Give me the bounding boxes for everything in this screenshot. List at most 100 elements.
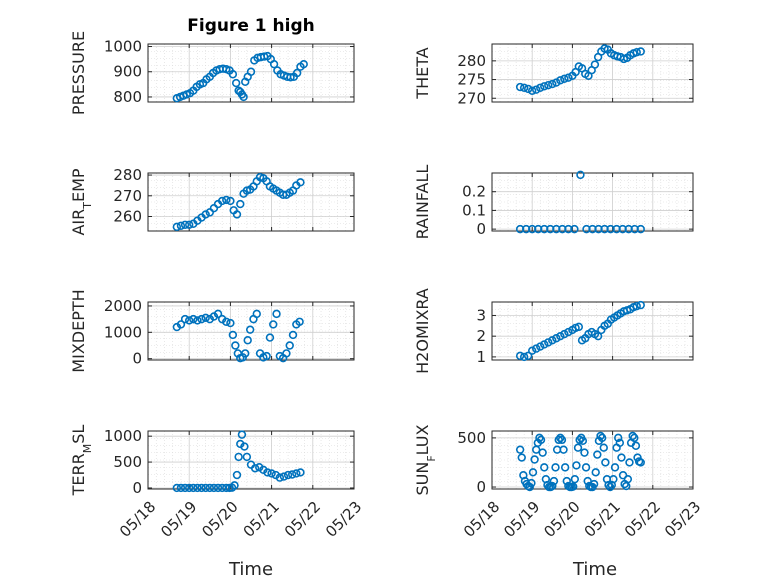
data-point [176,221,186,231]
data-point [538,448,547,457]
data-point [569,482,578,491]
data-point [231,341,240,350]
data-point [523,84,533,94]
data-point [599,443,608,452]
axes-box [147,172,355,232]
data-point [515,351,525,361]
data-point [189,314,198,324]
data-point [245,325,255,334]
data-point [279,472,289,481]
data-point [209,483,219,493]
subplot-3: 00.10.2 RAINFALL [413,165,694,240]
y-tick-label: 0.1 [462,201,486,219]
y-axis-label: TERRMSL [69,425,94,497]
data-point [548,79,557,89]
y-axis-label: MIXDEPTH [69,289,88,372]
data-point [548,481,557,491]
x-tick-label: 05/22 [281,498,324,541]
y-tick-label: 275 [457,71,486,89]
data-point [578,436,588,446]
data-point [636,224,645,234]
axes-box [491,430,694,490]
y-tick-label: 280 [113,166,142,184]
data-point [591,468,600,477]
data-point [625,458,634,467]
y-tick-label: 0 [476,220,486,238]
data-point [180,483,190,493]
data-point [536,435,546,445]
y-axis-label: SUNFLUX [413,424,438,495]
data-point [528,468,538,477]
data-point [523,351,533,361]
data-point [285,341,294,350]
data-point [201,483,210,493]
data-point [185,220,194,229]
x-tick-label: 05/20 [198,498,241,541]
data-point [201,313,210,323]
data-point [631,441,641,450]
data-point [597,433,607,443]
axes-box [491,172,694,232]
data-point [263,468,272,477]
data-point [556,331,565,341]
data-point [636,300,645,310]
data-point [519,83,529,92]
data-point [617,453,626,462]
data-point [230,481,239,490]
x-tick-label: 05/19 [157,498,200,541]
data-point [267,469,276,478]
y-tick-label: 500 [113,453,142,471]
data-point [515,445,525,454]
data-point [570,224,579,234]
data-point [269,320,278,329]
y-tick-label: 1000 [104,323,142,341]
subplot-2: 260 270 280 AIRTEMP [69,166,355,236]
data-point [540,463,549,472]
axes-box [491,43,694,103]
data-point [265,333,275,342]
data-point [573,443,583,452]
data-point [540,340,549,349]
data-point [193,316,202,325]
data-point [614,433,623,443]
y-tick-label: 270 [113,187,142,205]
figure-title: Figure 1 high [187,16,315,36]
data-point [536,83,545,92]
y-tick-label: 1 [476,348,486,366]
x-tick-label: 05/18 [460,498,503,541]
data-point [636,458,645,467]
data-point [242,452,252,462]
y-tick-label: 260 [113,208,142,226]
data-point [581,463,591,472]
data-point [580,448,589,457]
data-point [532,85,541,94]
data-point [232,210,242,219]
data-point [596,431,605,441]
data-point [228,330,238,340]
y-tick-label: 1000 [104,38,142,56]
axes-box [147,430,355,490]
data-point [243,336,252,345]
data-point [222,483,231,493]
y-tick-label: 280 [457,52,486,70]
data-point [551,463,560,472]
data-point [593,331,603,341]
data-point [535,433,544,443]
y-tick-label: 0 [476,478,486,496]
data-point [213,309,223,319]
data-point [286,73,295,82]
y-axis-label: RAINFALL [413,165,432,240]
data-point [560,329,569,339]
data-point [589,479,599,489]
y-tick-label: 3 [476,306,486,324]
data-point [240,442,249,451]
data-point [237,430,247,439]
data-point [560,74,569,84]
y-tick-label: 0.2 [462,183,486,201]
data-point [283,470,293,480]
data-point [232,470,242,480]
data-point [628,431,637,441]
data-point [527,86,537,95]
